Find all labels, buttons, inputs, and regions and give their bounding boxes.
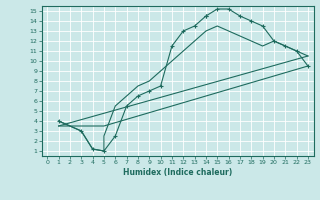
X-axis label: Humidex (Indice chaleur): Humidex (Indice chaleur) bbox=[123, 168, 232, 177]
